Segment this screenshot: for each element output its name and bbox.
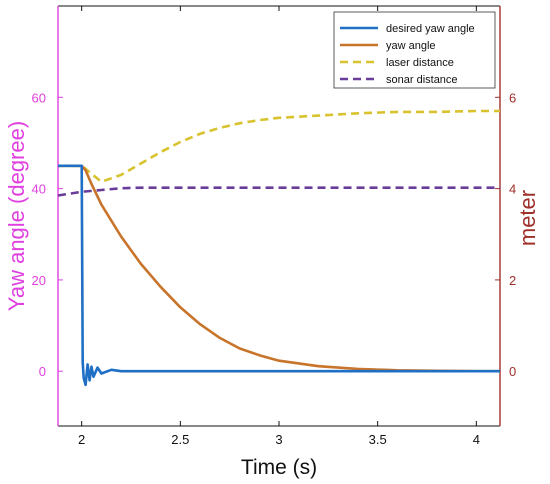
series-line-desired-yaw-angle <box>58 164 500 387</box>
y-right-tick-label: 2 <box>509 273 516 288</box>
y-right-ticks: 0 2 4 6 <box>495 90 516 379</box>
legend-label-sonar-distance: sonar distance <box>386 74 458 86</box>
x-tick-label: 4 <box>473 432 480 447</box>
legend-items: desired yaw angle yaw angle laser distance… <box>340 23 475 86</box>
y-right-tick-label: 0 <box>509 364 516 379</box>
x-tick-label: 3 <box>275 432 282 447</box>
series-line-sonar-distance <box>57 186 500 197</box>
x-ticks: 2 2.5 3 3.5 4 <box>78 6 480 447</box>
legend: desired yaw angle yaw angle laser distance… <box>333 11 496 89</box>
y-left-tick-label: 20 <box>32 273 46 288</box>
series-line-yaw-angle <box>58 164 500 373</box>
series-lines <box>57 109 500 387</box>
y-left-tick-label: 40 <box>32 182 46 197</box>
y-left-ticks: 0 20 40 60 <box>32 90 63 379</box>
y-right-axis-label: meter <box>515 190 540 246</box>
legend-label-desired-yaw-angle: desired yaw angle <box>386 23 475 35</box>
y-left-axis-label: Yaw angle (degree) <box>4 121 29 311</box>
x-axis-label: Time (s) <box>241 456 317 479</box>
y-right-tick-label: 6 <box>509 90 516 105</box>
legend-label-laser-distance: laser distance <box>386 57 454 69</box>
legend-box <box>333 11 496 89</box>
y-left-tick-label: 0 <box>39 364 46 379</box>
y-left-tick-label: 60 <box>32 90 46 105</box>
y-right-tick-label: 4 <box>509 182 516 197</box>
x-tick-label: 2 <box>78 432 85 447</box>
legend-label-yaw-angle: yaw angle <box>386 40 436 52</box>
x-tick-label: 3.5 <box>369 432 387 447</box>
series-line-laser-distance <box>58 109 500 184</box>
x-tick-label: 2.5 <box>171 432 189 447</box>
